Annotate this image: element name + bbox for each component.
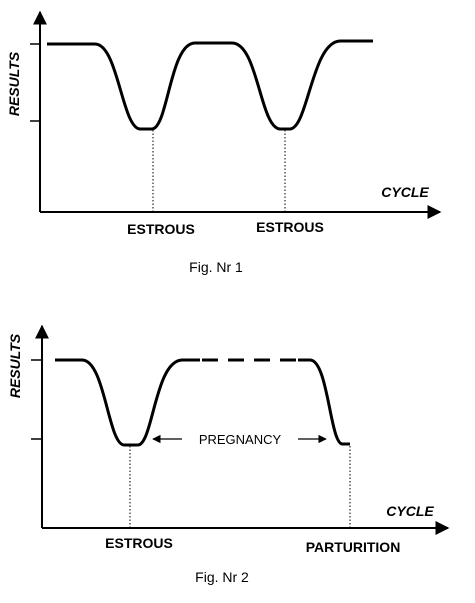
- fig2-results-curve-estrous: [55, 358, 200, 447]
- fig2-results-curve-parturition: [298, 358, 350, 446]
- fig1-estrous-2-label: ESTROUS: [256, 219, 324, 235]
- fig2-x-axis-label: CYCLE: [386, 503, 434, 519]
- fig1-results-curve: [47, 39, 373, 131]
- fig2-y-axis-label: RESULTS: [7, 333, 23, 398]
- fig1-x-axis-label: CYCLE: [381, 184, 429, 200]
- fig1-y-axis-label: RESULTS: [6, 51, 22, 116]
- fig2-parturition-label: PARTURITION: [306, 539, 401, 555]
- fig1-caption: Fig. Nr 1: [189, 259, 243, 275]
- fig2-estrous-label: ESTROUS: [105, 535, 173, 551]
- fig2-caption: Fig. Nr 2: [195, 569, 249, 585]
- fig2-pregnancy-label: PREGNANCY: [199, 432, 282, 447]
- figure-2: PREGNANCY RESULTS CYCLE ESTROUS PARTURIT…: [7, 324, 450, 585]
- figure-1: RESULTS CYCLE ESTROUS ESTROUS Fig. Nr 1: [6, 10, 442, 275]
- fig1-estrous-1-label: ESTROUS: [127, 221, 195, 237]
